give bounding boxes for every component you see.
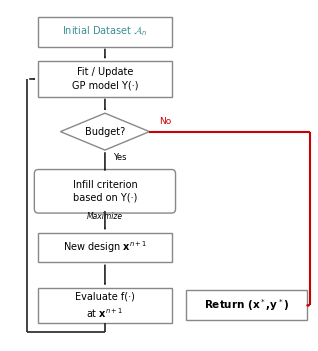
Text: Evaluate f(·)
at $\mathbf{x}^{n+1}$: Evaluate f(·) at $\mathbf{x}^{n+1}$ [75,291,135,320]
Text: Yes: Yes [113,153,126,162]
Text: Initial Dataset $\mathcal{A}_n$: Initial Dataset $\mathcal{A}_n$ [62,25,148,39]
Text: New design $\mathbf{x}^{n+1}$: New design $\mathbf{x}^{n+1}$ [63,239,147,256]
FancyBboxPatch shape [38,232,172,263]
FancyBboxPatch shape [38,16,172,46]
FancyBboxPatch shape [38,288,172,323]
Text: Maximize: Maximize [87,212,123,221]
FancyBboxPatch shape [186,291,307,320]
Polygon shape [60,113,149,150]
FancyBboxPatch shape [38,61,172,97]
Text: Infill criterion
based on Y(·): Infill criterion based on Y(·) [73,180,137,203]
Text: Budget?: Budget? [85,127,125,137]
Text: Fit / Update
GP model Y(·): Fit / Update GP model Y(·) [72,67,138,91]
Text: Return ($\mathbf{x}^*$,$\mathbf{y}^*$): Return ($\mathbf{x}^*$,$\mathbf{y}^*$) [204,297,289,313]
FancyBboxPatch shape [34,170,176,213]
Text: No: No [159,117,171,126]
